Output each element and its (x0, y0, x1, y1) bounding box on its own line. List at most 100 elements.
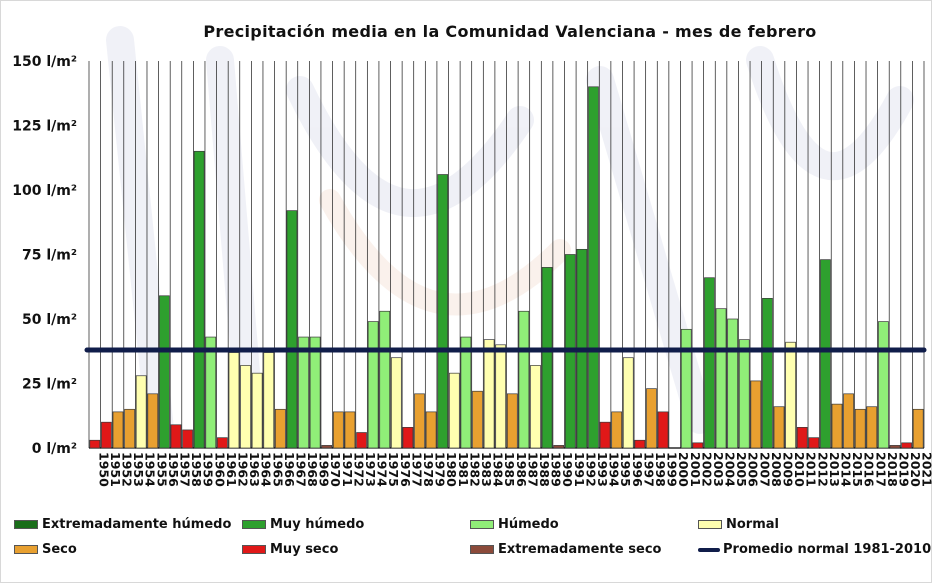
y-tick-label: 100 l/m² (12, 183, 77, 199)
x-tick-label: 1988 (537, 452, 552, 487)
bar (263, 352, 275, 449)
bar (483, 339, 495, 449)
bar (727, 318, 738, 449)
x-tick-label: 1955 (154, 452, 169, 487)
x-tick-label: 1971 (340, 452, 355, 487)
watermark-stroke (106, 26, 914, 444)
x-tick-label: 1975 (386, 452, 401, 487)
bar (425, 411, 437, 449)
x-tick-label: 1972 (351, 452, 366, 487)
bar (147, 393, 159, 449)
x-tick-label: 2006 (746, 452, 761, 487)
x-tick-label: 2004 (723, 452, 738, 487)
legend-swatch-muy-seco (242, 545, 266, 554)
bar (437, 174, 449, 449)
bar (831, 403, 843, 449)
x-tick-label: 1964 (259, 452, 274, 487)
bar (901, 442, 912, 449)
x-tick-label: 1963 (247, 452, 262, 487)
legend-label-humedo: Húmedo (498, 517, 559, 532)
legend-label-seco: Seco (42, 542, 77, 557)
legend-label-extremadamente-seco: Extremadamente seco (498, 542, 662, 557)
bar (275, 408, 286, 449)
x-tick-label: 2013 (827, 452, 842, 487)
legend-label-extremadamente-humedo: Extremadamente húmedo (42, 517, 232, 532)
bar (773, 406, 785, 449)
bar (460, 336, 472, 449)
bar (205, 336, 217, 449)
bar (680, 328, 692, 449)
bar (298, 336, 309, 449)
bar (854, 408, 866, 449)
y-tick-label: 125 l/m² (12, 119, 77, 135)
x-tick-label: 1956 (166, 452, 181, 487)
legend-swatch-seco (14, 545, 38, 554)
bar (588, 86, 599, 449)
x-tick-label: 2005 (734, 452, 749, 487)
x-tick-label: 1957 (177, 452, 192, 487)
x-tick-label: 1989 (549, 452, 564, 487)
x-tick-label: 1984 (491, 452, 506, 487)
legend-line-promedio (698, 547, 720, 552)
bar (240, 365, 251, 449)
x-tick-label: 1970 (328, 452, 343, 487)
x-tick-label: 1991 (572, 452, 587, 487)
x-tick-label: 1979 (433, 452, 448, 487)
bar (228, 352, 240, 449)
x-tick-label: 1981 (456, 452, 471, 487)
bar (193, 150, 205, 449)
x-tick-label: 2020 (908, 452, 923, 487)
bar (356, 432, 367, 449)
x-tick-label: 1966 (282, 452, 297, 487)
legend-label-normal: Normal (726, 517, 779, 532)
x-tick-label: 2018 (885, 452, 900, 487)
x-tick-label: 2010 (792, 452, 807, 487)
bar (159, 295, 170, 449)
legend-normal: Normal (698, 517, 779, 532)
y-tick-label: 25 l/m² (22, 377, 77, 393)
bar (448, 372, 460, 449)
x-tick-label: 1959 (201, 452, 216, 487)
bar (530, 365, 541, 449)
x-tick-label: 1965 (270, 452, 285, 487)
x-tick-label: 1996 (630, 452, 645, 487)
bar (251, 372, 263, 449)
x-tick-label: 1974 (375, 452, 390, 487)
x-tick-label: 1990 (560, 452, 575, 487)
bar (286, 210, 298, 449)
x-tick-label: 1998 (653, 452, 668, 487)
bar (657, 411, 669, 449)
bar (646, 388, 657, 449)
bar (692, 442, 704, 449)
bar (124, 408, 135, 449)
bar (333, 411, 344, 449)
x-tick-label: 1969 (317, 452, 332, 487)
legend-extremadamente-seco: Extremadamente seco (470, 542, 661, 557)
bar (518, 310, 530, 449)
y-tick-label: 50 l/m² (22, 312, 77, 328)
x-tick-label: 1997 (641, 452, 656, 487)
legend-label-muy-seco: Muy seco (270, 542, 339, 557)
x-tick-label: 1995 (618, 452, 633, 487)
x-tick-label: 2021 (920, 452, 932, 487)
bar (135, 375, 147, 449)
x-tick-label: 1987 (525, 452, 540, 487)
bar (89, 439, 101, 449)
bar (321, 445, 333, 449)
bar (112, 411, 124, 449)
x-tick-label: 2007 (757, 452, 772, 487)
legend-muy-humedo: Muy húmedo (242, 517, 364, 532)
x-tick-label: 1954 (143, 452, 158, 487)
legend-swatch-humedo (470, 520, 494, 529)
bar (170, 424, 182, 449)
y-tick-label: 150 l/m² (12, 54, 77, 70)
x-tick-label: 1980 (444, 452, 459, 487)
bar (889, 445, 901, 449)
x-tick-label: 2015 (850, 452, 865, 487)
legend-seco: Seco (14, 542, 77, 557)
bar (495, 344, 507, 449)
bar (715, 308, 727, 449)
x-tick-label: 1985 (502, 452, 517, 487)
x-tick-label: 1982 (467, 452, 482, 487)
